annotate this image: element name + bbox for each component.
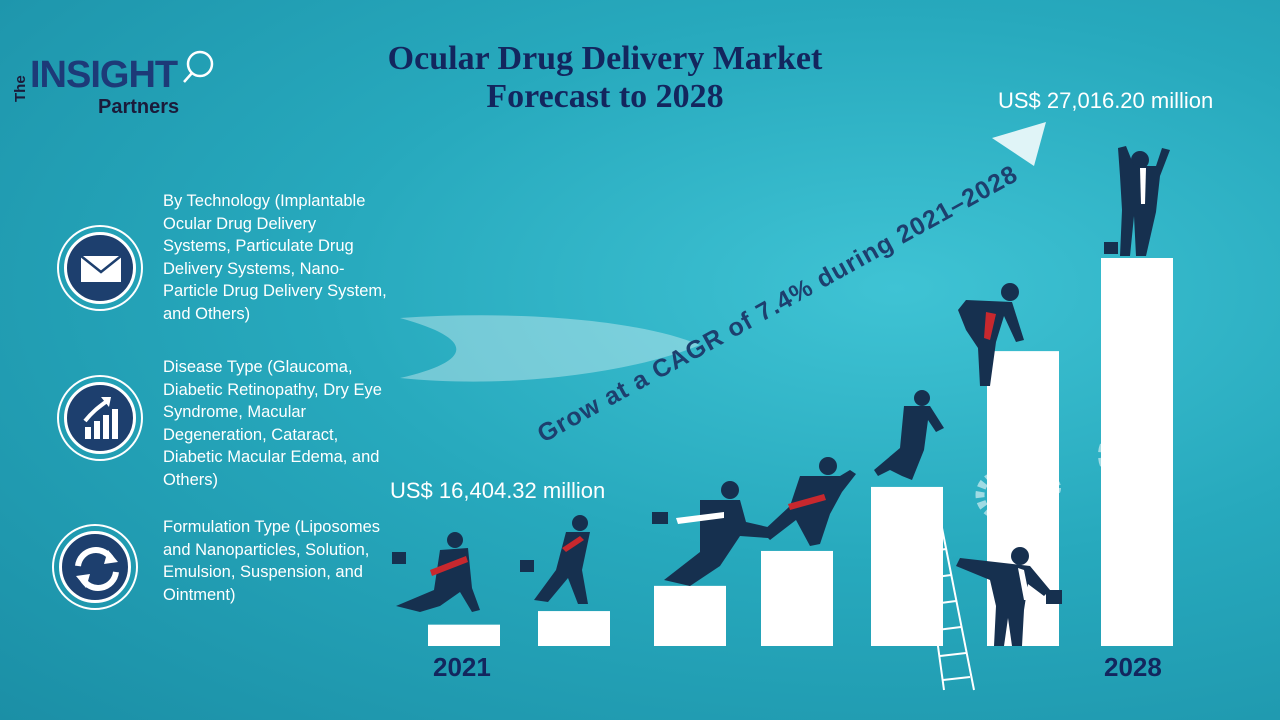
segment-icon-formulation bbox=[52, 524, 138, 610]
end-year-label: 2028 bbox=[1104, 652, 1162, 682]
person-5 bbox=[874, 390, 944, 480]
red-ties bbox=[430, 312, 996, 576]
arrowhead-icon bbox=[992, 122, 1046, 166]
bar-2 bbox=[538, 611, 610, 646]
person-4 bbox=[762, 457, 856, 546]
chart-title: Ocular Drug Delivery Market Forecast to … bbox=[330, 40, 880, 116]
person-3 bbox=[652, 481, 772, 586]
person-8 bbox=[956, 547, 1062, 646]
logo-partners: Partners bbox=[98, 96, 180, 118]
envelope-icon bbox=[80, 255, 122, 282]
insight-partners-logo: The INSIGHT Partners bbox=[6, 46, 216, 126]
title-line-2: Forecast to 2028 bbox=[486, 78, 724, 115]
logo-swoosh-icon bbox=[183, 50, 214, 83]
segment-text-technology: By Technology (Implantable Ocular Drug D… bbox=[163, 192, 387, 323]
ladder-icon bbox=[921, 527, 975, 691]
bar-3 bbox=[654, 585, 726, 646]
person-2 bbox=[520, 515, 590, 604]
bar-5 bbox=[871, 486, 943, 646]
white-ties bbox=[676, 168, 1146, 600]
segment-text-formulation: Formulation Type (Liposomes and Nanopart… bbox=[163, 518, 381, 604]
refresh-icon bbox=[75, 547, 119, 591]
growth-chart-icon bbox=[83, 397, 118, 439]
segment-icon-technology bbox=[57, 225, 143, 311]
segment-icon-disease bbox=[57, 375, 143, 461]
start-value-label: US$ 16,404.32 million bbox=[390, 478, 606, 503]
logo-insight: INSIGHT bbox=[30, 54, 178, 96]
bar-7 bbox=[1101, 258, 1173, 646]
start-year-label: 2021 bbox=[433, 652, 491, 682]
end-value-label: US$ 27,016.20 million bbox=[998, 88, 1214, 113]
swoosh-decoration bbox=[400, 315, 700, 382]
bar-1 bbox=[428, 624, 500, 646]
title-line-1: Ocular Drug Delivery Market bbox=[387, 40, 823, 77]
person-6 bbox=[958, 283, 1024, 386]
person-7 bbox=[1104, 146, 1170, 256]
segment-text-disease: Disease Type (Glaucoma, Diabetic Retinop… bbox=[163, 358, 382, 489]
bar-4 bbox=[761, 550, 833, 646]
